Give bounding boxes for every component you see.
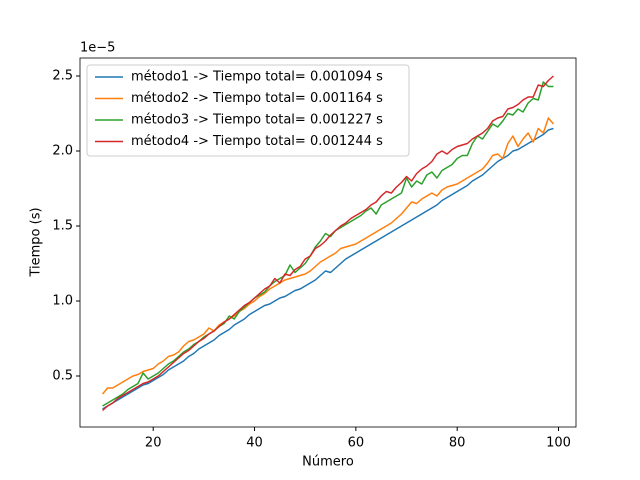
legend-label: método4 -> Tiempo total= 0.001244 s xyxy=(131,134,383,149)
x-axis-label: Número xyxy=(302,455,354,470)
y-offset-text: 1e−5 xyxy=(80,41,115,56)
legend-label: método2 -> Tiempo total= 0.001164 s xyxy=(131,91,383,106)
y-tick-label: 1.5 xyxy=(52,219,73,234)
y-tick-label: 0.5 xyxy=(52,369,73,384)
series-line xyxy=(102,127,554,410)
series-line xyxy=(102,81,554,407)
y-axis-label: Tiempo (s) xyxy=(29,207,44,277)
y-tick-label: 1.0 xyxy=(52,294,73,309)
x-tick-label: 100 xyxy=(546,436,571,451)
x-tick-label: 40 xyxy=(246,436,263,451)
series-line xyxy=(102,75,554,412)
x-tick-label: 80 xyxy=(449,436,466,451)
series-line xyxy=(101,117,555,395)
x-tick-label: 20 xyxy=(145,436,162,451)
legend-box xyxy=(86,64,410,157)
legend-label: método3 -> Tiempo total= 0.001227 s xyxy=(131,113,383,128)
legend-label: método1 -> Tiempo total= 0.001094 s xyxy=(131,70,383,85)
x-tick-label: 60 xyxy=(348,436,365,451)
plot-frame xyxy=(79,57,577,428)
y-tick-label: 2.0 xyxy=(52,144,73,159)
y-tick-label: 2.5 xyxy=(52,69,73,84)
